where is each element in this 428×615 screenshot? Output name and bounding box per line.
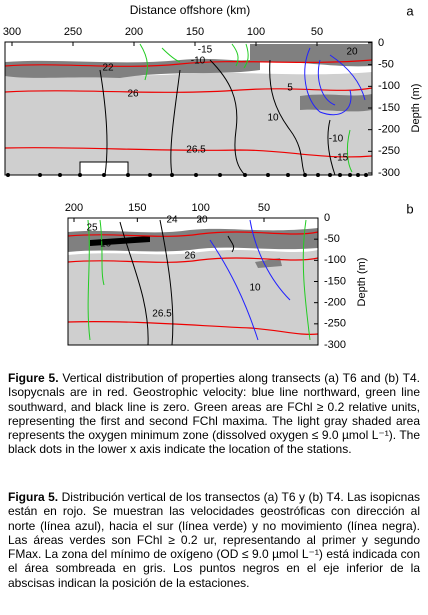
x-tick-label: 50 bbox=[258, 202, 270, 214]
station-dot bbox=[218, 173, 222, 177]
caption-label: Figure 5. bbox=[8, 371, 59, 385]
contour-label: 22 bbox=[102, 63, 114, 74]
y-axis-title: Depth (m) bbox=[356, 258, 368, 307]
y-tick-label: -100 bbox=[324, 254, 346, 266]
x-tick-label: 150 bbox=[186, 26, 204, 38]
station-dot bbox=[338, 173, 342, 177]
y-axis-title: Depth (m) bbox=[410, 84, 422, 133]
y-tick-label: -300 bbox=[324, 339, 346, 351]
x-tick-label: 100 bbox=[191, 202, 209, 214]
station-dot bbox=[194, 173, 198, 177]
contour-label: -15 bbox=[198, 45, 213, 56]
station-dot bbox=[303, 173, 307, 177]
contour-label: 26.5 bbox=[186, 145, 206, 156]
station-dot bbox=[356, 173, 360, 177]
y-tick-label: -250 bbox=[324, 318, 346, 330]
y-tick-label: -150 bbox=[378, 102, 400, 114]
y-tick-label: -50 bbox=[324, 233, 340, 245]
station-dot bbox=[78, 173, 82, 177]
y-tick-label: -200 bbox=[378, 124, 400, 136]
contour-label: 26 bbox=[127, 89, 139, 100]
x-tick-label: 300 bbox=[3, 26, 21, 38]
x-tick-label: 250 bbox=[64, 26, 82, 38]
station-dot bbox=[266, 173, 270, 177]
contour-label: -10 bbox=[329, 134, 344, 145]
contour-label: -15 bbox=[334, 153, 349, 164]
y-tick-label: -50 bbox=[378, 59, 394, 71]
panel-label: a bbox=[406, 3, 414, 18]
contour-label: -10 bbox=[191, 56, 206, 67]
caption-label: Figura 5. bbox=[8, 490, 59, 504]
contour-label: 10 bbox=[267, 113, 279, 124]
contour-label: 24 bbox=[166, 215, 178, 226]
y-tick-label: -250 bbox=[378, 145, 400, 157]
station-dot bbox=[6, 173, 10, 177]
station-dot bbox=[316, 173, 320, 177]
caption-text: Vertical distribution of properties alon… bbox=[8, 371, 420, 457]
station-dot bbox=[348, 173, 352, 177]
x-axis-title: Distance offshore (km) bbox=[130, 3, 251, 17]
x-tick-label: 150 bbox=[128, 202, 146, 214]
contour-label: 20 bbox=[196, 215, 208, 226]
x-tick-label: 200 bbox=[125, 26, 143, 38]
y-tick-label: -100 bbox=[378, 80, 400, 92]
caption-en: Figure 5. Vertical distribution of prope… bbox=[8, 371, 420, 457]
contour-label: 20 bbox=[346, 47, 358, 58]
y-tick-label: -300 bbox=[378, 167, 400, 179]
station-dot bbox=[243, 173, 247, 177]
panel-a-plot bbox=[4, 41, 373, 176]
caption-text: Distribución vertical de los transectos … bbox=[8, 490, 420, 590]
station-dot bbox=[170, 173, 174, 177]
y-tick-label: 0 bbox=[324, 212, 330, 224]
caption-es: Figura 5. Distribución vertical de los t… bbox=[8, 490, 420, 590]
station-dot bbox=[364, 173, 368, 177]
station-dot bbox=[38, 173, 42, 177]
station-dot bbox=[102, 173, 106, 177]
panel-b-plot bbox=[67, 217, 319, 346]
panel-label: b bbox=[406, 201, 413, 216]
x-tick-label: 100 bbox=[247, 26, 265, 38]
x-tick-label: 200 bbox=[65, 202, 83, 214]
contour-label: 10 bbox=[249, 283, 261, 294]
contour-label: -10 bbox=[97, 239, 112, 250]
contour-label: 25 bbox=[86, 223, 98, 234]
contour-label: 26.5 bbox=[152, 309, 172, 320]
station-dot bbox=[126, 173, 130, 177]
y-tick-label: 0 bbox=[378, 37, 384, 49]
figure: Distance offshore (km) a b Depth (m) Dep… bbox=[3, 3, 422, 351]
contour-label: 26 bbox=[184, 251, 196, 262]
station-dot bbox=[148, 173, 152, 177]
station-dot bbox=[328, 173, 332, 177]
contour-label: 5 bbox=[287, 83, 293, 94]
station-dot bbox=[58, 173, 62, 177]
y-tick-label: -150 bbox=[324, 275, 346, 287]
station-dot bbox=[286, 173, 290, 177]
x-tick-label: 50 bbox=[311, 26, 323, 38]
y-tick-label: -200 bbox=[324, 297, 346, 309]
